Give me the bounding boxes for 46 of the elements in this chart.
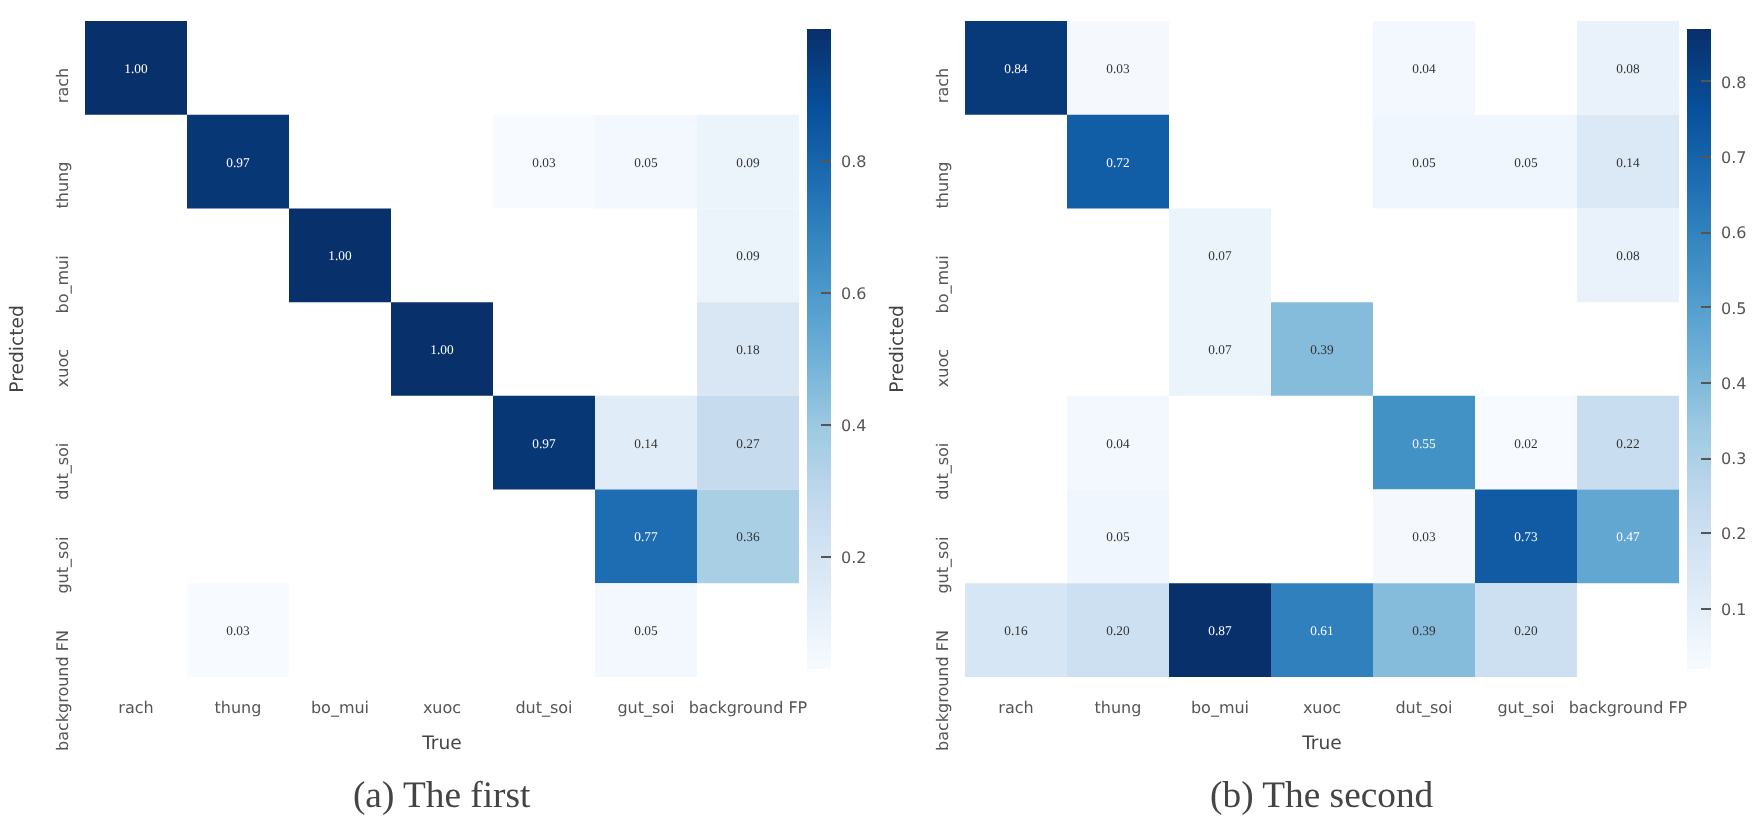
x-tick-label: background FP [688, 699, 808, 717]
y-tick-label: rach [934, 67, 952, 104]
x-tick-label: dut_soi [515, 699, 573, 717]
y-tick-label: gut_soi [934, 536, 952, 594]
color-bar-label: 0.1 [1721, 600, 1747, 619]
y-tick-label: rach [54, 67, 72, 104]
x-tick-label: rach [998, 699, 1034, 717]
color-bar-label: 0.4 [841, 416, 867, 435]
x-tick-label: gut_soi [617, 699, 675, 717]
x-tick-label: bo_mui [310, 699, 370, 717]
x-tick-label: thung [1094, 699, 1142, 717]
color-bar-label: 0.4 [1721, 374, 1747, 393]
color-bar-label: 0.8 [841, 152, 867, 171]
y-tick-label: xuoc [934, 348, 952, 388]
y-axis-title: Predicted [7, 305, 29, 393]
x-tick-label: background FP [1568, 699, 1688, 717]
y-tick-label: xuoc [54, 348, 72, 388]
color-bar-label: 0.2 [841, 548, 867, 567]
x-tick-label: dut_soi [1395, 699, 1453, 717]
color-bar-label: 0.7 [1721, 149, 1747, 167]
x-tick-label: bo_mui [1190, 699, 1250, 717]
color-bar-label: 0.2 [1721, 525, 1747, 544]
color-bar-label: 0.6 [841, 284, 867, 303]
y-tick-label: bo_mui [934, 255, 952, 314]
color-bar-label: 0.5 [1721, 299, 1747, 318]
y-tick-label: thung [934, 161, 952, 209]
x-tick-label: rach [118, 699, 154, 717]
x-tick-label: gut_soi [1497, 699, 1555, 717]
y-tick-label: bo_mui [54, 255, 72, 314]
y-tick-label: dut_soi [54, 442, 72, 500]
y-axis-title: Predicted [887, 305, 909, 393]
text: (b) The second [1210, 775, 1435, 817]
x-axis-title: True [1300, 733, 1343, 755]
color-bar-label: 0.8 [1721, 73, 1747, 92]
x-tick-label: xuoc [1302, 699, 1342, 717]
y-tick-label: gut_soi [54, 536, 72, 594]
x-tick-label: xuoc [422, 699, 462, 717]
text: (a) The first [352, 775, 533, 817]
y-tick-label: thung [54, 161, 72, 209]
x-axis-title: True [420, 733, 463, 755]
y-tick-label: background FN [54, 630, 72, 752]
color-bar-label: 0.6 [1721, 224, 1747, 243]
y-tick-label: dut_soi [934, 442, 952, 500]
x-tick-label: thung [214, 699, 262, 717]
color-bar-label: 0.3 [1721, 450, 1747, 469]
y-tick-label: background FN [934, 630, 952, 752]
